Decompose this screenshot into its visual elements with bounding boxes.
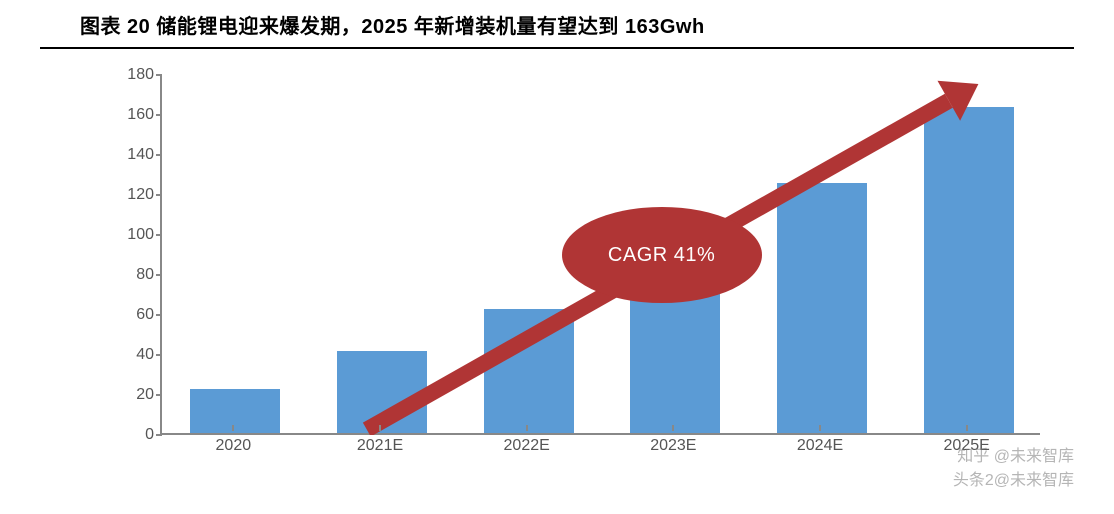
watermark-toutiao: 头条2@未来智库 [953,466,1074,490]
y-tick-label: 0 [112,426,154,444]
chart-area: 0 20 40 60 80 100 120 140 160 180 CAGR 41% 2020 20… [100,65,1060,495]
x-tick-mark [232,425,234,431]
y-tick-mark [156,394,162,396]
x-tick-mark [526,425,528,431]
bar [777,183,867,433]
y-tick-mark [156,434,162,436]
bar [337,351,427,433]
watermark-zhihu: 知乎 @未来智库 [957,442,1074,466]
y-tick-mark [156,154,162,156]
x-tick-mark [966,425,968,431]
y-tick-mark [156,314,162,316]
x-tick-mark [819,425,821,431]
y-tick-label: 140 [112,146,154,164]
y-tick-mark [156,114,162,116]
chart-title: 图表 20 储能锂电迎来爆发期，2025 年新增装机量有望达到 163Gwh [80,10,1034,39]
cagr-label: CAGR 41% [608,244,715,267]
bar [484,309,574,433]
y-tick-label: 60 [112,306,154,324]
x-tick-label: 2021E [357,437,403,455]
y-tick-label: 20 [112,386,154,404]
x-tick-mark [672,425,674,431]
title-bar: 图表 20 储能锂电迎来爆发期，2025 年新增装机量有望达到 163Gwh [40,0,1074,49]
y-tick-mark [156,354,162,356]
cagr-badge: CAGR 41% [562,207,762,303]
bar [630,283,720,433]
y-tick-mark [156,234,162,236]
x-tick-label: 2024E [797,437,843,455]
y-tick-label: 40 [112,346,154,364]
x-tick-label: 2020 [216,437,252,455]
y-tick-label: 80 [112,266,154,284]
x-tick-label: 2023E [650,437,696,455]
x-tick-label: 2022E [504,437,550,455]
bar [190,389,280,433]
y-tick-mark [156,74,162,76]
y-tick-mark [156,274,162,276]
bar [924,107,1014,433]
y-tick-label: 160 [112,106,154,124]
y-tick-label: 100 [112,226,154,244]
y-tick-label: 120 [112,186,154,204]
y-tick-label: 180 [112,66,154,84]
x-tick-mark [379,425,381,431]
y-tick-mark [156,194,162,196]
